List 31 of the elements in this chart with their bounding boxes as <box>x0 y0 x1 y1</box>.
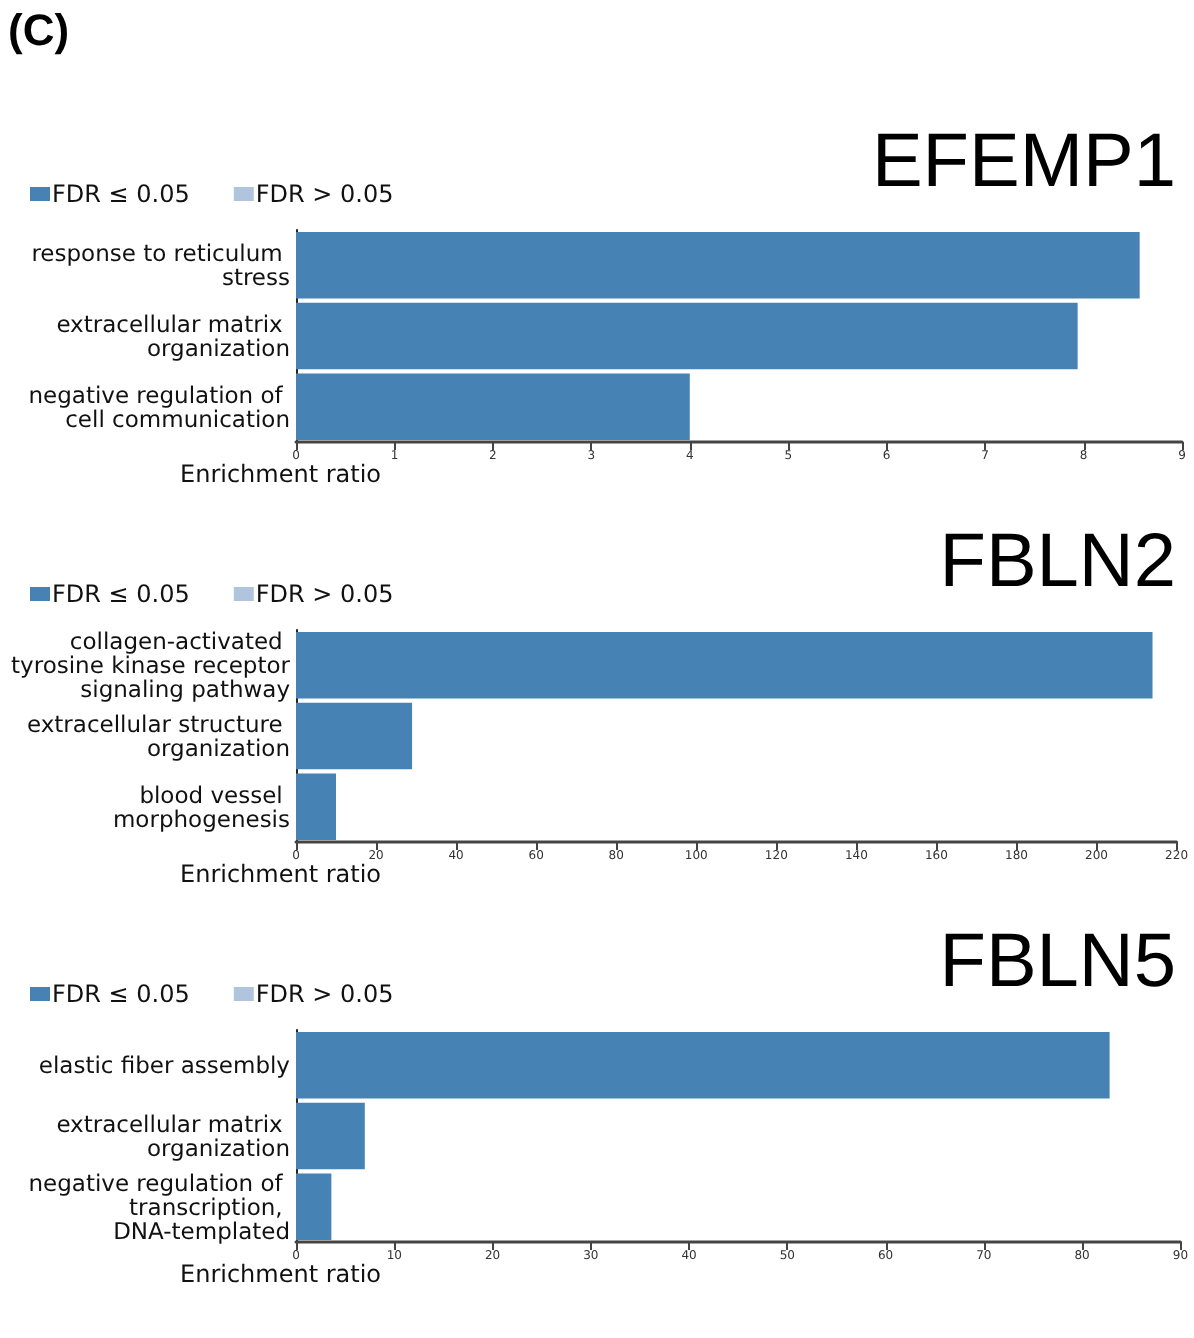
x-axis-title: Enrichment ratio <box>180 1260 382 1288</box>
y-tick-label: collagen-activated tyrosine kinase receptor signaling pathway <box>11 627 291 704</box>
bar <box>296 232 1140 299</box>
x-axis-title: Enrichment ratio <box>180 460 382 488</box>
bar <box>296 373 690 440</box>
legend-label: FDR > 0.05 <box>255 980 394 1008</box>
chart-title: EFEMP1 <box>871 120 1177 204</box>
bar <box>296 1102 365 1170</box>
y-tick-label: negative regulation of transcription, DNA-templated <box>28 1168 290 1245</box>
chart-title: FBLN2 <box>939 520 1177 604</box>
legend-label: FDR ≤ 0.05 <box>52 980 190 1008</box>
legend-label: FDR > 0.05 <box>255 580 394 608</box>
legend-label: FDR ≤ 0.05 <box>52 580 190 608</box>
y-tick-label: response to reticulum stress <box>31 239 290 292</box>
chart-title: FBLN5 <box>939 920 1177 1004</box>
y-tick-label: extracellular matrix organization <box>56 1110 290 1162</box>
bar <box>296 702 413 770</box>
x-axis-title: Enrichment ratio <box>180 860 382 888</box>
y-tick-label: blood vessel morphogenesis <box>112 780 290 833</box>
legend-label: FDR ≤ 0.05 <box>52 180 190 208</box>
bar <box>296 302 1078 370</box>
y-tick-label: extracellular matrix organization <box>56 310 290 362</box>
y-tick-label: extracellular structure organization <box>26 710 290 762</box>
y-tick-label: elastic fiber assembly <box>38 1051 291 1080</box>
y-tick-label: negative regulation of cell communication <box>28 380 290 433</box>
bar <box>296 1173 332 1240</box>
legend-label: FDR > 0.05 <box>255 180 394 208</box>
bar <box>296 632 1153 699</box>
bar <box>296 773 337 840</box>
bar <box>296 1032 1110 1099</box>
text: (C) <box>8 5 70 55</box>
